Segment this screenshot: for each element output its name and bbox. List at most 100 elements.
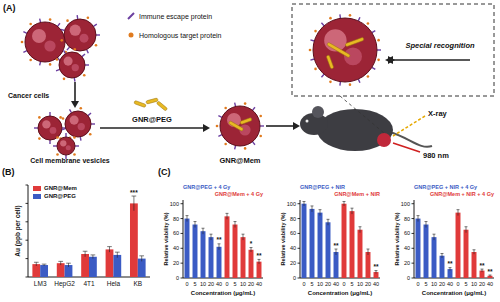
target-protein <box>244 102 247 105</box>
mouse-eye <box>306 120 309 123</box>
escape-protein <box>252 107 254 110</box>
error-bar <box>360 227 361 233</box>
cell-body <box>313 18 377 82</box>
y-tick <box>26 277 29 278</box>
bar <box>416 219 421 278</box>
arrow-head <box>293 122 300 130</box>
x-tick-label: 10 <box>471 281 477 287</box>
escape-protein <box>67 47 70 50</box>
error-bar <box>36 262 37 266</box>
x-tick-label: 10 <box>200 281 206 287</box>
cell-highlight <box>42 120 50 128</box>
target-protein <box>367 22 370 25</box>
error-cap <box>91 254 96 255</box>
bar <box>432 237 437 278</box>
error-bar <box>203 228 204 234</box>
rod-body <box>156 101 167 111</box>
label: GNR@PEG <box>132 115 172 124</box>
y-axis <box>300 200 301 278</box>
error-bar <box>328 219 329 225</box>
y-tick <box>26 185 29 186</box>
significance: ** <box>447 260 453 267</box>
target-protein <box>309 49 312 52</box>
error-bar <box>243 234 244 240</box>
nucleus <box>50 127 57 134</box>
bar <box>233 225 238 278</box>
marks <box>32 196 145 277</box>
target-protein <box>216 125 219 128</box>
y-tick <box>412 218 415 219</box>
cell-body <box>38 116 62 140</box>
nucleus <box>72 64 79 71</box>
gold-nanorod <box>146 98 158 104</box>
gold-nanorod <box>156 101 167 111</box>
y-tick-label: 80 <box>404 216 410 222</box>
error-cap <box>303 201 306 202</box>
error-bar <box>195 222 196 228</box>
error-cap <box>139 255 144 256</box>
significance: ** <box>373 263 379 270</box>
escape-protein <box>358 17 360 21</box>
y-tick <box>181 218 184 219</box>
rod-body <box>345 37 364 47</box>
x-tick-label: 5 <box>464 281 467 287</box>
y-tick-label: 0 <box>176 275 179 281</box>
bar <box>342 204 347 278</box>
y-axis <box>183 200 184 278</box>
cell <box>60 15 100 55</box>
y-tick-label: 40 <box>404 245 410 251</box>
error-cap <box>34 262 39 263</box>
rod-body <box>326 55 334 69</box>
target-protein <box>367 75 370 78</box>
error-bar <box>133 196 134 211</box>
escape-protein <box>372 31 375 33</box>
error-bar <box>376 271 377 274</box>
error-cap <box>66 263 71 264</box>
y-tick <box>26 221 29 222</box>
y-tick-label: 20 <box>290 260 296 266</box>
y-tick-label: 100 <box>287 201 296 207</box>
error-cap <box>132 196 137 197</box>
error-cap <box>83 251 88 252</box>
target-protein <box>56 136 59 139</box>
escape-protein <box>321 23 324 26</box>
escape-protein <box>65 133 66 137</box>
error-bar <box>85 251 86 257</box>
target-protein <box>244 147 247 150</box>
escape-protein <box>85 64 89 65</box>
xray-beam <box>393 116 425 136</box>
x-tick-label: KB <box>133 280 142 287</box>
label: Cancer cells <box>8 92 49 99</box>
y-tick <box>181 203 184 204</box>
error-bar <box>304 201 305 205</box>
escape-protein <box>377 49 381 50</box>
error-bar <box>251 248 252 252</box>
bar <box>350 211 355 278</box>
error-cap <box>319 209 322 210</box>
label: 980 nm <box>423 151 449 160</box>
laser-beam <box>393 143 420 152</box>
legend-label: GNR@Mem <box>44 185 77 191</box>
x-tick-label: 20 <box>439 281 445 287</box>
arrow-head <box>71 101 79 108</box>
x-tick-label: 10 <box>240 281 246 287</box>
x-tick-label: 0 <box>185 281 188 287</box>
significance: ** <box>256 252 262 259</box>
error-bar <box>117 252 118 258</box>
y-tick <box>298 248 301 249</box>
bar <box>472 252 477 278</box>
y-tick <box>412 203 415 204</box>
x-tick-label: 4T1 <box>83 280 95 287</box>
y-tick-label: 100 <box>170 201 179 207</box>
bar <box>302 204 307 278</box>
target-protein <box>377 39 380 42</box>
escape-protein <box>87 50 89 54</box>
legend-label: GNR@PEG + 4 Gy <box>183 184 231 190</box>
cell-body <box>57 137 75 155</box>
escape-protein <box>260 125 264 126</box>
y-tick <box>412 263 415 264</box>
error-bar <box>211 234 212 240</box>
arrow-head <box>203 124 210 132</box>
y-tick-label: 80 <box>290 216 296 222</box>
label: (C) <box>158 167 171 177</box>
